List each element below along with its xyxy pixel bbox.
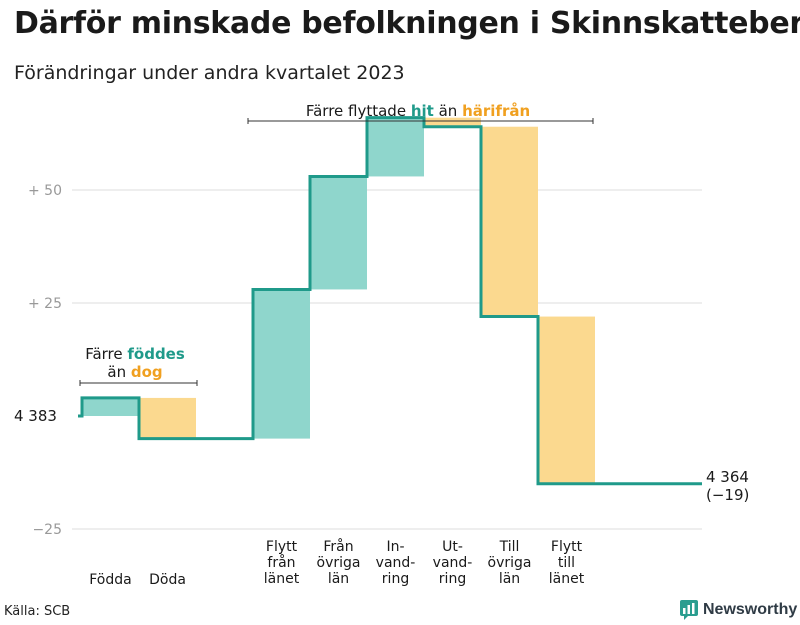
source-note: Källa: SCB [4,604,71,619]
category-label: ring [439,571,466,587]
brand-logo: Newsworthy [680,600,797,620]
category-label: ring [382,571,409,587]
category-label: vand- [433,555,473,571]
end-change-label: (−19) [706,486,749,504]
category-label: Flytt [551,539,583,555]
category-label: vand- [376,555,416,571]
category-label: Födda [89,572,131,588]
category-label: övriga [488,555,532,571]
annotation-migration: Färre flyttade hit än härifrån [306,102,530,120]
bars [82,117,595,484]
chart-subtitle: Förändringar under andra kvartalet 2023 [14,62,405,84]
category-label: Ut- [442,539,463,555]
chart-title: Därför minskade befolkningen i Skinnskat… [14,6,800,41]
y-tick-label: + 25 [28,296,62,312]
cumulative-line [78,116,702,486]
category-label: Flytt [266,539,298,555]
bar-chart-icon [680,600,698,620]
category-label: Döda [149,572,186,588]
bar-till-ovriga-lan [481,126,538,317]
annotation-births: än dog [107,363,162,381]
category-label: länet [264,571,300,587]
category-label: från [267,554,295,571]
brand-name: Newsworthy [703,601,798,618]
start-value-label: 4 383 [14,407,57,425]
category-label: län [328,571,349,587]
bar-flytt-till-lanet [538,316,595,484]
bar-utvandring [424,117,481,127]
gridlines: + 50 + 25 −25 [28,183,702,538]
category-label: övriga [317,555,361,571]
bar-fran-ovriga-lan [310,176,367,290]
category-label: Från [323,538,353,555]
step-line [78,116,702,486]
labels: Födda DödaFlyttfrånlänetFrånövrigalänIn-v… [14,407,749,588]
bar-fodda [82,397,139,416]
y-tick-label: + 50 [28,183,62,199]
bar-flytt-fran-lanet [253,289,310,439]
category-label: län [499,571,520,587]
y-tick-label: −25 [32,522,62,538]
category-label: Till [499,539,520,555]
end-value-label: 4 364 [706,468,749,486]
category-label: till [558,555,575,571]
category-label: In- [386,539,404,555]
bar-doda [139,397,196,439]
bar-invandring [367,117,424,177]
category-label: länet [549,571,585,587]
annotation-births: Färre föddes [85,345,185,363]
